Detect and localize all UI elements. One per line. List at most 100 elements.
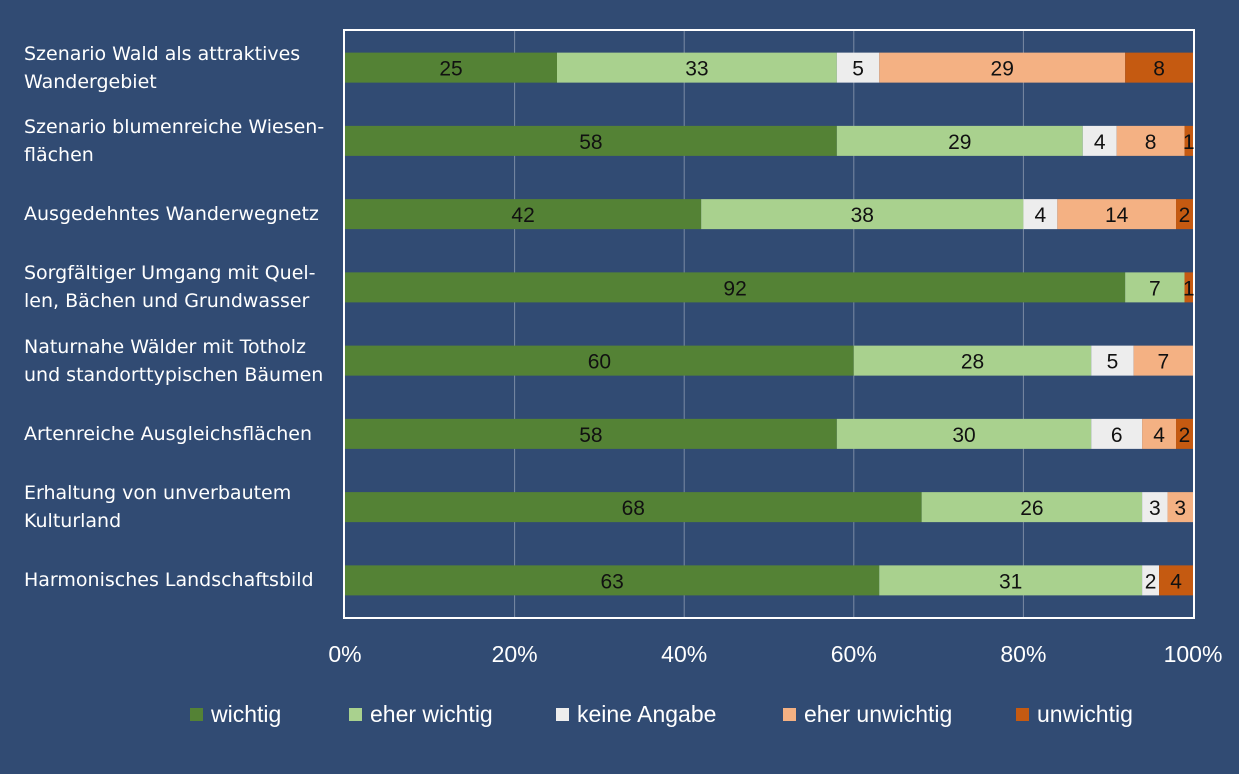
legend-swatch bbox=[1016, 707, 1029, 721]
legend-label: wichtig bbox=[211, 700, 282, 727]
category-label: Harmonisches Landschaftsbild bbox=[24, 566, 324, 594]
legend-label: eher unwichtig bbox=[804, 700, 953, 727]
legend: wichtig eher wichtig keine Angabe eher unwi… bbox=[0, 696, 1239, 732]
legend-swatch bbox=[556, 707, 569, 721]
data-label: 2 bbox=[1145, 570, 1157, 593]
bar-segment bbox=[1159, 565, 1193, 596]
bar-segment bbox=[1091, 345, 1134, 376]
data-label: 58 bbox=[579, 131, 602, 154]
category-label-line: Szenario blumenreiche Wiesen- bbox=[24, 115, 325, 138]
plot-area bbox=[343, 29, 1195, 619]
x-tick-label: 80% bbox=[1000, 641, 1046, 667]
category-label-line: Naturnahe Wälder mit Totholz bbox=[24, 335, 307, 358]
data-label: 38 bbox=[851, 204, 874, 227]
bar-segment bbox=[1176, 418, 1193, 449]
category-label-line: flächen bbox=[24, 143, 94, 166]
legend-swatch bbox=[349, 707, 362, 721]
data-label: 4 bbox=[1035, 204, 1047, 227]
data-label: 26 bbox=[1020, 497, 1043, 520]
bar-segment bbox=[345, 199, 702, 230]
category-label-line: und standorttypischen Bäumen bbox=[24, 363, 324, 386]
data-label: 5 bbox=[1107, 351, 1119, 374]
category-label: Sorgfältiger Umgang mit Quel-len, Bächen… bbox=[24, 259, 324, 315]
data-label: 58 bbox=[579, 424, 602, 447]
data-label: 92 bbox=[723, 277, 746, 300]
bar-segment bbox=[836, 125, 1083, 156]
bar-segment bbox=[1023, 199, 1058, 230]
bar-segment bbox=[1167, 492, 1193, 523]
category-label-line: Szenario Wald als attraktives bbox=[24, 42, 301, 65]
category-label: Szenario Wald als attraktives Wandergebie… bbox=[24, 40, 324, 96]
data-label: 2 bbox=[1179, 204, 1191, 227]
legend-swatch bbox=[190, 707, 203, 721]
bar-segment bbox=[1116, 125, 1185, 156]
bar-segment bbox=[1133, 345, 1193, 376]
bar-segment bbox=[1082, 125, 1117, 156]
bar-segment bbox=[1091, 418, 1143, 449]
bar-segment bbox=[557, 52, 837, 83]
bar-segment bbox=[345, 345, 854, 376]
bar-segment bbox=[1176, 199, 1193, 230]
bar-segment bbox=[345, 492, 922, 523]
data-label: 63 bbox=[600, 570, 623, 593]
x-axis-ticks: 0% 20% 40% 60% 80% 100% bbox=[328, 641, 1222, 667]
bar-segment bbox=[1184, 125, 1193, 156]
data-label: 1 bbox=[1183, 277, 1195, 300]
bar-segment bbox=[1057, 199, 1177, 230]
data-label: 3 bbox=[1174, 497, 1186, 520]
category-label-line: Sorgfältiger Umgang mit Quel- bbox=[24, 262, 316, 285]
data-label: 30 bbox=[952, 424, 975, 447]
category-label: Szenario blumenreiche Wiesen-flächen bbox=[24, 113, 324, 169]
bar-segment bbox=[345, 565, 880, 596]
data-label: 29 bbox=[948, 131, 971, 154]
bar-segment bbox=[836, 418, 1092, 449]
bar-segment bbox=[1142, 492, 1168, 523]
data-label: 8 bbox=[1153, 58, 1165, 81]
legend-item: unwichtig bbox=[1016, 696, 1133, 732]
category-label: Erhaltung von unverbautem Kulturland bbox=[24, 479, 324, 535]
legend-label: keine Angabe bbox=[577, 700, 717, 727]
category-label: Naturnahe Wälder mit Totholz und standort… bbox=[24, 333, 324, 389]
data-label: 25 bbox=[439, 58, 462, 81]
data-label: 42 bbox=[511, 204, 534, 227]
legend-label: unwichtig bbox=[1037, 700, 1133, 727]
data-label: 4 bbox=[1094, 131, 1106, 154]
bar-segment bbox=[701, 199, 1024, 230]
legend-item: wichtig bbox=[190, 696, 281, 732]
data-label: 68 bbox=[622, 497, 645, 520]
bar-segment bbox=[853, 345, 1092, 376]
data-label: 2 bbox=[1179, 424, 1191, 447]
data-label: 28 bbox=[961, 351, 984, 374]
bar-segment bbox=[345, 52, 557, 83]
category-label-line: Wandergebiet bbox=[24, 70, 157, 93]
data-label: 29 bbox=[991, 58, 1014, 81]
x-tick-label: 100% bbox=[1164, 641, 1223, 667]
legend-item: keine Angabe bbox=[556, 696, 716, 732]
data-label: 7 bbox=[1157, 351, 1169, 374]
gridlines bbox=[514, 31, 1024, 617]
category-label: Ausgedehntes Wanderwegnetz bbox=[24, 200, 324, 228]
data-label: 3 bbox=[1149, 497, 1161, 520]
bar-segment bbox=[1142, 418, 1177, 449]
bar-segment bbox=[836, 52, 880, 83]
data-label: 14 bbox=[1105, 204, 1129, 227]
data-label: 4 bbox=[1153, 424, 1165, 447]
x-tick-label: 0% bbox=[328, 641, 361, 667]
category-label-line: Harmonisches Landschaftsbild bbox=[24, 569, 314, 592]
bar-segment bbox=[1125, 52, 1193, 83]
data-label: 31 bbox=[999, 570, 1022, 593]
bar-segment bbox=[345, 418, 837, 449]
x-tick-label: 20% bbox=[492, 641, 538, 667]
data-label: 1 bbox=[1183, 131, 1195, 154]
data-label: 6 bbox=[1111, 424, 1123, 447]
category-label-line: Kulturland bbox=[24, 510, 122, 533]
bar-segment bbox=[345, 125, 837, 156]
bars: 25 33 5 29 858 29 4 8 142 38 4 14 292 7 160 28 5 758 30 6 4 2… bbox=[345, 52, 1195, 596]
category-label-line: Artenreiche Ausgleichsflächen bbox=[24, 422, 313, 445]
legend-item: eher unwichtig bbox=[783, 696, 952, 732]
legend-item: eher wichtig bbox=[349, 696, 493, 732]
legend-label: eher wichtig bbox=[370, 700, 493, 727]
legend-swatch bbox=[783, 707, 796, 721]
data-label: 60 bbox=[588, 351, 611, 374]
